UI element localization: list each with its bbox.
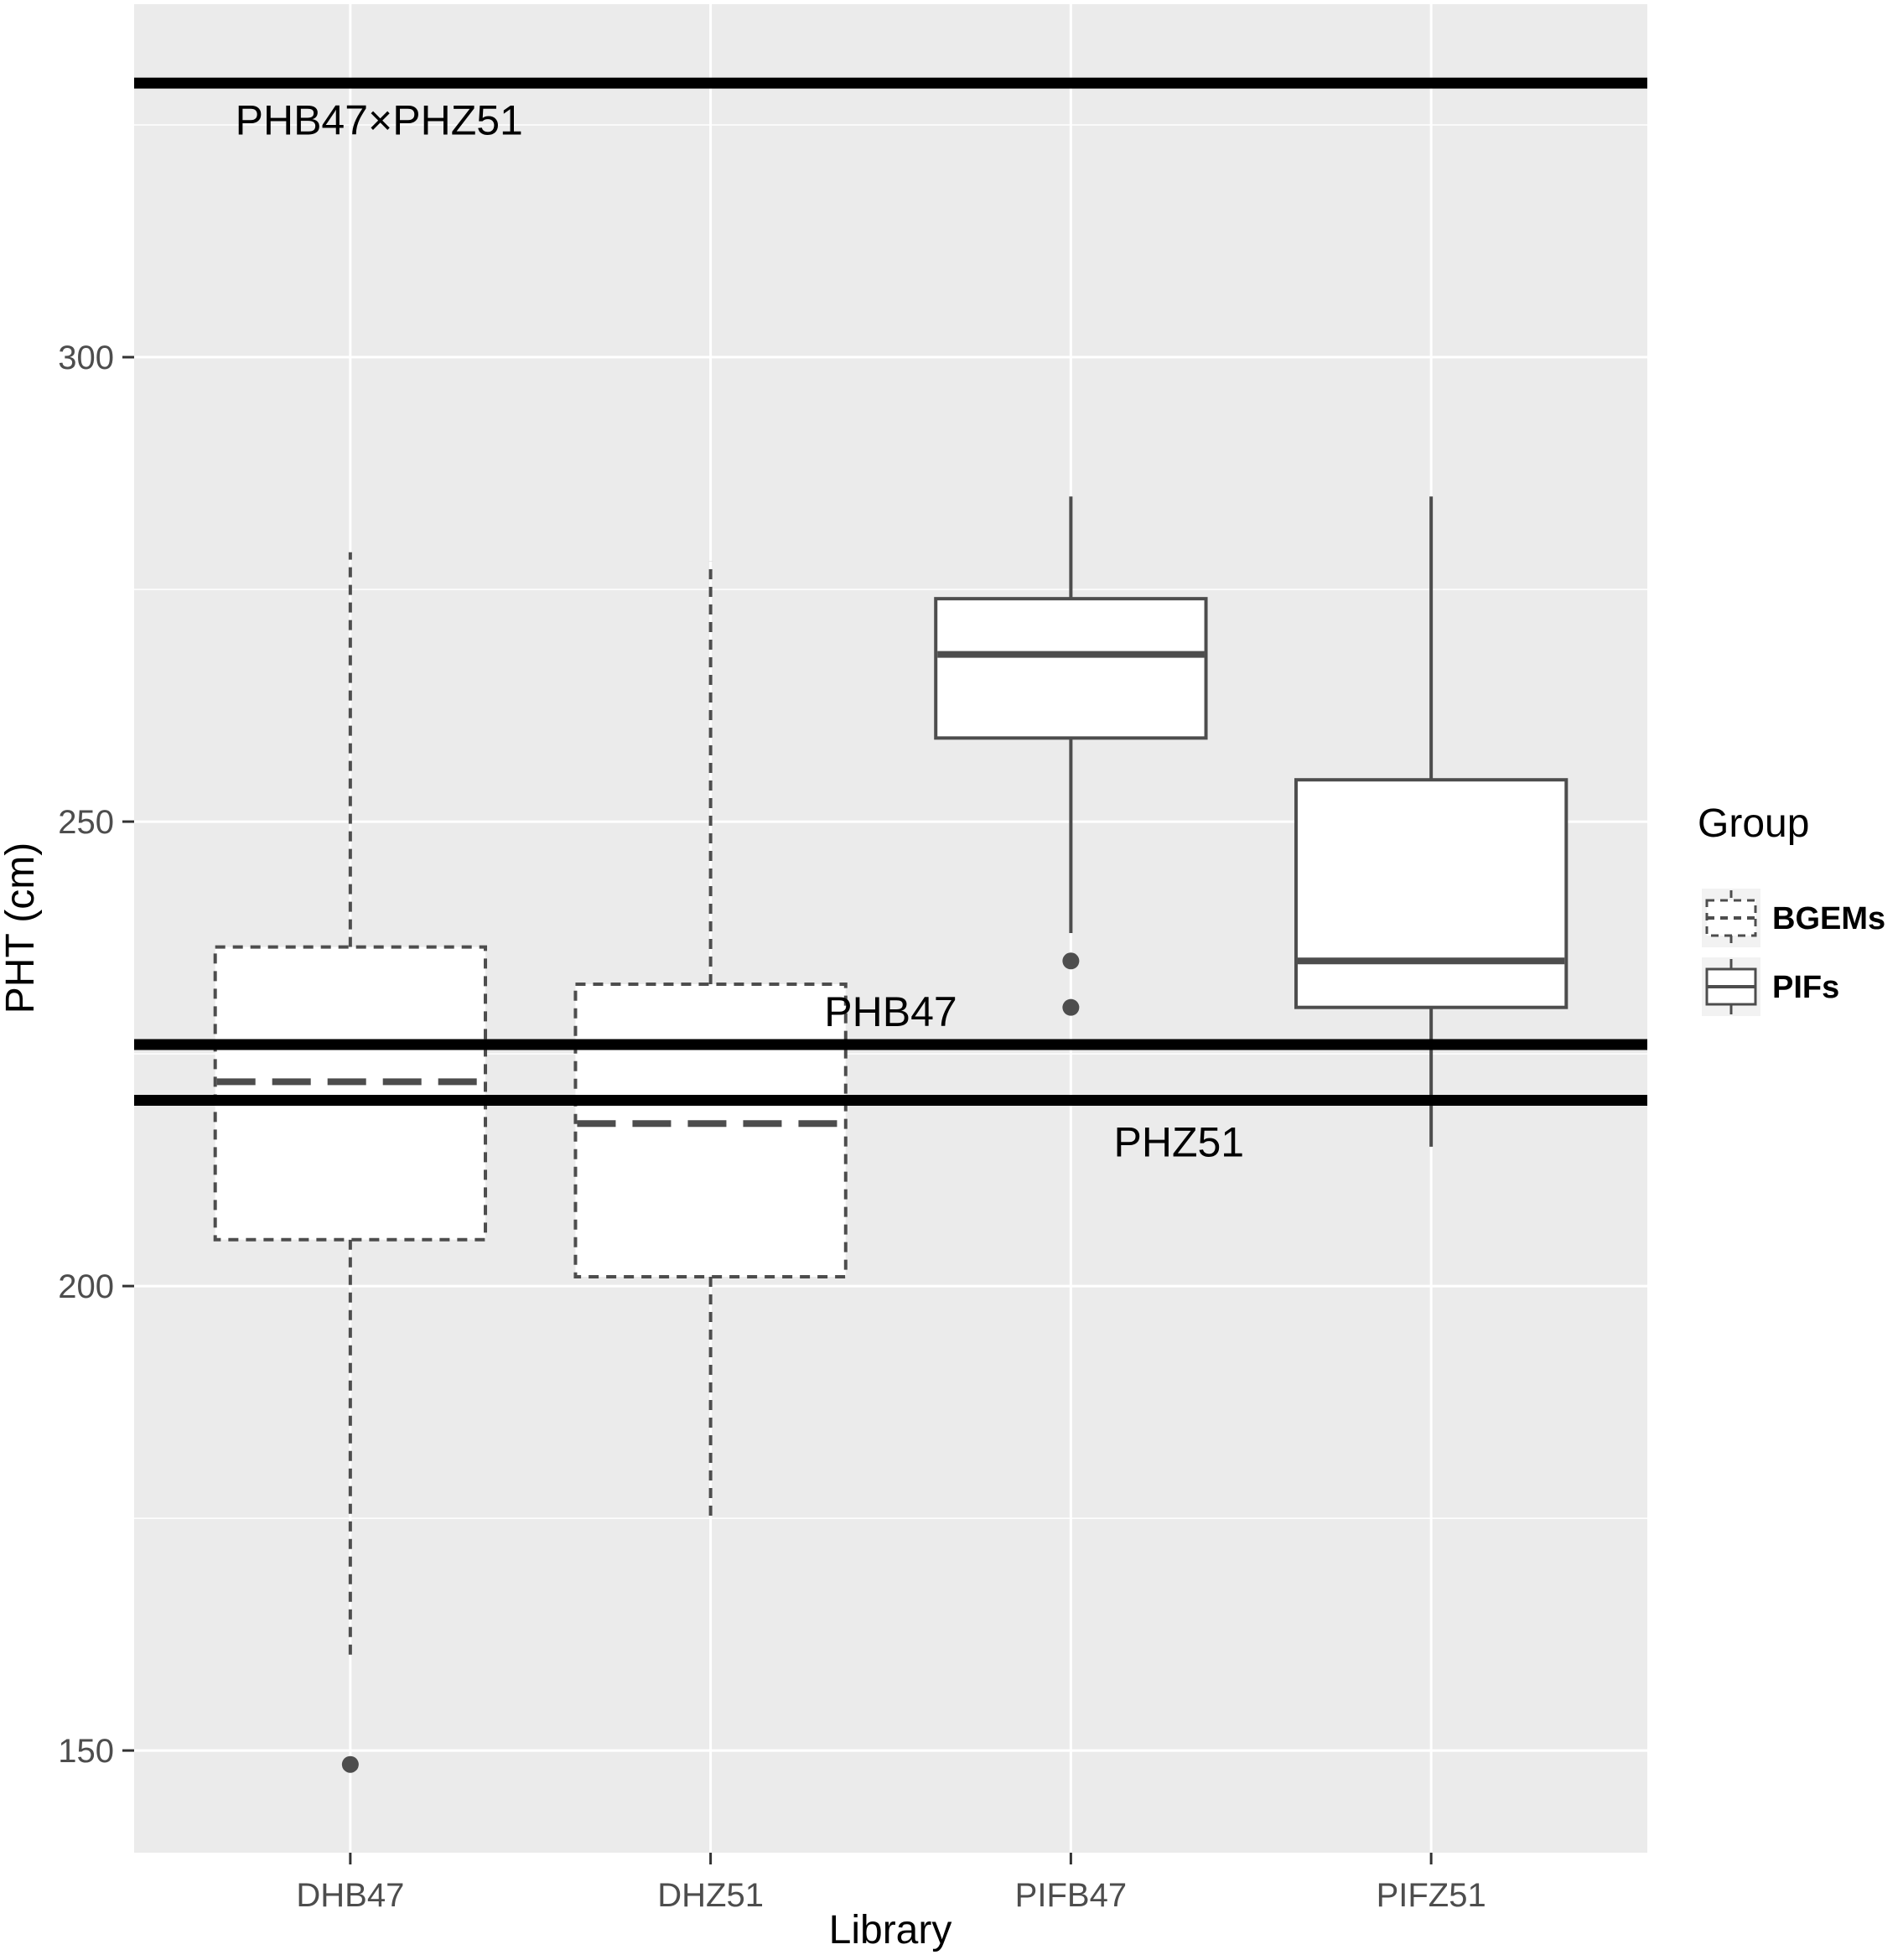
- box-dhb47: [213, 552, 488, 1773]
- legend-entry-pifs: PIFs: [1702, 957, 1839, 1016]
- x-tick-label: DHB47: [296, 1877, 404, 1914]
- box-iqr: [1294, 778, 1569, 1009]
- legend-label-bgems: BGEMs: [1772, 901, 1885, 936]
- y-tick-label: 250: [58, 804, 114, 841]
- reference-lines-layer: PHB47×PHZ51 PHB47 PHZ51: [134, 77, 1647, 1165]
- box-pifz51: [1294, 496, 1569, 1147]
- x-axis: DHB47 DHZ51 PIFB47 PIFZ51: [296, 1853, 1486, 1914]
- y-tick-label: 300: [58, 340, 114, 376]
- legend-title: Group: [1698, 801, 1809, 846]
- x-tick-label: DHZ51: [657, 1877, 764, 1914]
- y-axis-title: PHT (cm): [0, 843, 43, 1014]
- boxes-layer: [213, 496, 1569, 1773]
- outlier-point: [1062, 998, 1080, 1016]
- y-tick-label: 200: [58, 1268, 114, 1305]
- box-dhz51: [573, 561, 848, 1519]
- legend-label-pifs: PIFs: [1772, 970, 1839, 1005]
- x-tick-label: PIFB47: [1015, 1877, 1127, 1914]
- legend: Group BGEMs PIFs: [1698, 801, 1885, 1016]
- box-iqr: [934, 597, 1208, 740]
- y-axis: 150 200 250 300: [58, 340, 134, 1770]
- x-axis-title: Library: [829, 1908, 952, 1952]
- reference-label-phz51: PHZ51: [1113, 1118, 1244, 1165]
- x-tick-label: PIFZ51: [1377, 1877, 1486, 1914]
- legend-entry-bgems: BGEMs: [1702, 889, 1885, 947]
- y-tick-label: 150: [58, 1733, 114, 1770]
- box-pifb47: [934, 496, 1208, 1016]
- reference-label-phb47-phz51: PHB47×PHZ51: [236, 97, 523, 144]
- outlier-point: [341, 1755, 359, 1773]
- box-iqr: [573, 982, 848, 1279]
- box-iqr: [213, 945, 488, 1242]
- reference-label-phb47: PHB47: [824, 988, 957, 1035]
- outlier-point: [1062, 952, 1080, 970]
